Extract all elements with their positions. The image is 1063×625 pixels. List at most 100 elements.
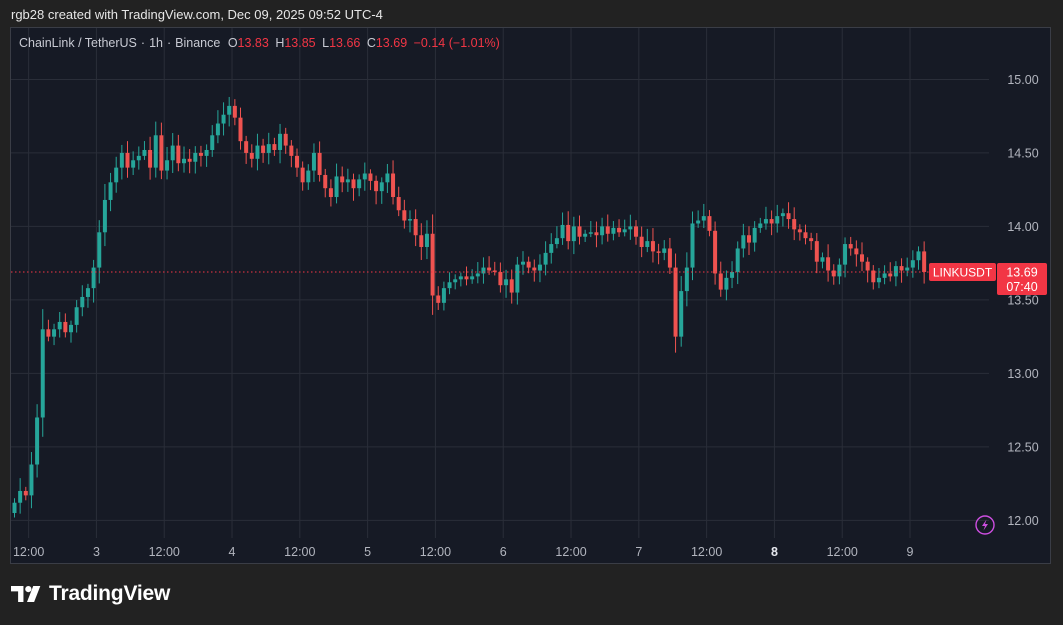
candle xyxy=(537,254,542,283)
candle xyxy=(441,281,446,311)
candle xyxy=(334,163,339,204)
candle xyxy=(379,177,384,204)
candle xyxy=(328,179,333,207)
high-value: 13.85 xyxy=(284,36,316,50)
candle xyxy=(458,272,463,287)
candle xyxy=(85,283,90,308)
candle xyxy=(464,266,469,286)
candle xyxy=(916,246,921,270)
candle xyxy=(656,243,661,265)
candle xyxy=(532,259,537,282)
candle xyxy=(289,140,294,168)
candle xyxy=(639,226,644,258)
candle xyxy=(922,241,927,284)
candle xyxy=(554,226,559,249)
candle xyxy=(63,313,68,338)
candle xyxy=(362,162,367,191)
symbol-price-tag: LINKUSDT xyxy=(929,262,996,281)
candle xyxy=(159,122,164,180)
x-tick-label: 12:00 xyxy=(149,545,180,559)
candle xyxy=(131,151,136,175)
candle xyxy=(182,146,186,173)
candle xyxy=(368,169,373,191)
candle xyxy=(311,143,316,182)
candle xyxy=(436,286,441,310)
candle xyxy=(215,110,220,144)
candle xyxy=(227,96,232,127)
candle xyxy=(278,123,283,164)
candle xyxy=(650,228,655,263)
x-tick-label: 12:00 xyxy=(827,545,858,559)
candle xyxy=(786,202,791,229)
candle xyxy=(713,221,718,285)
candle xyxy=(758,217,763,233)
candle xyxy=(357,174,362,197)
price-axis[interactable]: 15.00 14.50 14.00 13.50 13.00 12.50 12.00 xyxy=(1007,73,1038,528)
candle xyxy=(515,256,520,305)
candle xyxy=(238,107,243,150)
candle xyxy=(617,219,622,237)
candle xyxy=(690,211,695,281)
candle xyxy=(12,498,17,518)
candle xyxy=(74,300,79,333)
open-value: 13.83 xyxy=(237,36,269,50)
candle xyxy=(905,257,910,277)
candle xyxy=(114,156,119,193)
countdown-value: 07:40 xyxy=(1006,280,1037,294)
x-tick-label: 12:00 xyxy=(691,545,722,559)
candle xyxy=(679,276,684,347)
candle xyxy=(345,168,350,192)
symbol-name[interactable]: ChainLink / TetherUS xyxy=(19,36,137,50)
candle xyxy=(684,252,689,307)
candle xyxy=(136,146,141,170)
interval[interactable]: 1h xyxy=(149,36,163,50)
candle xyxy=(272,137,277,156)
candle xyxy=(475,262,480,284)
candle xyxy=(752,221,757,252)
candle xyxy=(57,311,62,338)
candle xyxy=(865,257,870,283)
candle xyxy=(809,232,814,250)
candle xyxy=(560,212,565,245)
candle xyxy=(509,269,514,304)
candles xyxy=(12,96,927,518)
candle xyxy=(385,163,390,193)
candle xyxy=(413,209,418,247)
candle xyxy=(244,135,249,164)
candle xyxy=(374,175,379,205)
candle xyxy=(210,125,215,157)
candle xyxy=(826,244,831,282)
candle xyxy=(735,241,740,285)
candle xyxy=(119,144,124,180)
candle xyxy=(526,256,531,274)
tradingview-logo-icon xyxy=(11,586,41,602)
candle xyxy=(91,259,96,303)
low-value: 13.66 xyxy=(329,36,361,50)
candle xyxy=(125,141,130,178)
candle xyxy=(600,217,605,245)
candle xyxy=(696,210,701,228)
x-tick-label: 12:00 xyxy=(555,545,586,559)
candle xyxy=(198,145,203,167)
chart-pane[interactable]: 15.00 14.50 14.00 13.50 13.00 12.50 12.00 12:0… xyxy=(10,27,1051,564)
y-tick-label: 13.50 xyxy=(1007,293,1038,307)
candle xyxy=(142,141,147,160)
grid-lines xyxy=(11,28,989,538)
candle xyxy=(605,214,610,242)
candle xyxy=(583,229,588,242)
candle xyxy=(97,220,102,284)
tradingview-brand[interactable]: TradingView xyxy=(11,582,170,606)
candlestick-chart[interactable]: 15.00 14.50 14.00 13.50 13.00 12.50 12.00 12:0… xyxy=(11,28,1052,565)
candle xyxy=(747,226,751,256)
lightning-icon[interactable] xyxy=(975,515,995,535)
candle xyxy=(910,250,915,278)
candle xyxy=(730,261,735,289)
candle xyxy=(453,274,458,290)
candle xyxy=(108,172,113,212)
candle xyxy=(148,136,153,180)
candle xyxy=(391,160,396,205)
candle xyxy=(504,269,509,298)
time-axis[interactable]: 12:00 3 12:00 4 12:00 5 12:00 6 12:00 7 12:00 8 12:0… xyxy=(13,545,914,559)
candle xyxy=(814,233,819,274)
candle xyxy=(860,242,864,272)
